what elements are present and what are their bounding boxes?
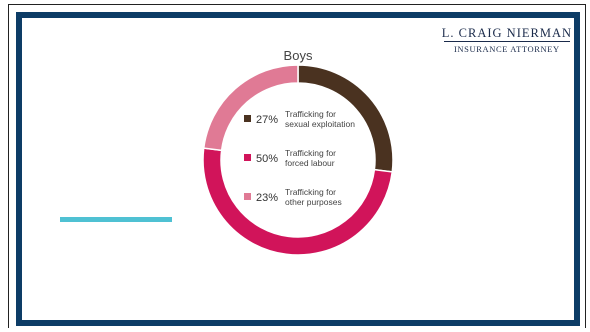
legend-label-line1-1: Trafficking for xyxy=(285,109,336,119)
legend-label-line2-3: other purposes xyxy=(285,197,342,207)
donut-slice-3 xyxy=(202,64,299,152)
brand-logo: L. CRAIG NIERMAN INSURANCE ATTORNEY xyxy=(442,26,572,54)
brand-subtitle: INSURANCE ATTORNEY xyxy=(453,44,560,54)
outer-frame xyxy=(8,4,586,328)
legend-percent-1: 27% xyxy=(256,114,278,126)
legend-label-line2-2: forced labour xyxy=(285,158,335,168)
legend-percent-3: 23% xyxy=(256,192,278,204)
chart-title: Boys xyxy=(284,48,313,63)
legend-label-line1-3: Trafficking for xyxy=(285,187,336,197)
legend-percent-2: 50% xyxy=(256,153,278,165)
brand-divider xyxy=(443,41,570,42)
legend-swatch-2 xyxy=(244,154,251,161)
accent-line xyxy=(60,217,172,222)
legend-label-line1-2: Trafficking for xyxy=(285,148,336,158)
donut-slices xyxy=(202,64,394,256)
legend-swatch-3 xyxy=(244,193,251,200)
legend-label-line2-1: sexual exploitation xyxy=(285,119,355,129)
legend-swatch-1 xyxy=(244,115,251,122)
brand-name: L. CRAIG NIERMAN xyxy=(441,26,572,40)
